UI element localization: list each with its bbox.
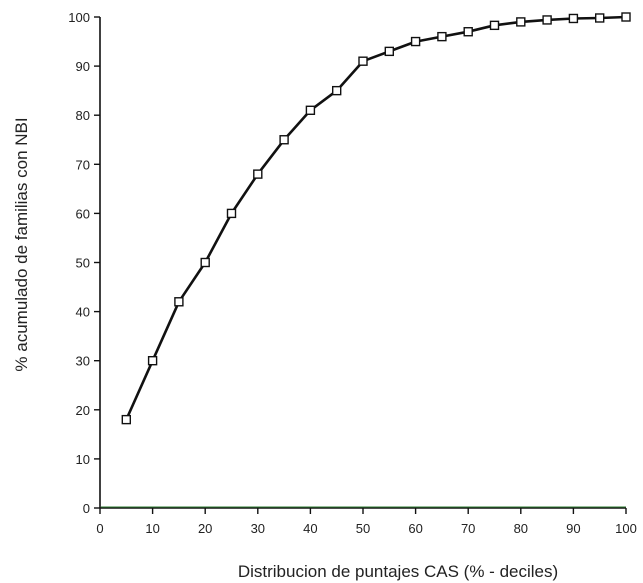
y-tick-label: 60: [76, 206, 90, 221]
data-point: [279, 135, 289, 145]
x-tick-label: 10: [145, 521, 159, 536]
data-point: [437, 31, 447, 42]
data-point: [305, 105, 316, 115]
data-point: [489, 20, 500, 31]
x-tick-label: 20: [198, 521, 212, 536]
y-tick-label: 30: [76, 354, 90, 369]
x-tick-label: 80: [514, 521, 528, 536]
x-tick-label: 100: [615, 521, 637, 536]
data-point: [332, 85, 342, 96]
data-point: [253, 169, 263, 179]
data-point: [621, 12, 631, 22]
x-axis-ticks: 0 10 20 30 40 50 60 70 80 90 100: [96, 508, 637, 536]
y-tick-label: 10: [76, 452, 90, 467]
x-tick-label: 0: [96, 521, 103, 536]
data-point: [121, 414, 132, 425]
x-tick-label: 40: [303, 521, 317, 536]
data-point: [174, 297, 184, 307]
series-line: [125, 15, 627, 421]
data-markers: [121, 12, 631, 425]
data-point: [200, 257, 210, 268]
y-tick-label: 80: [76, 108, 90, 123]
data-point: [226, 208, 237, 219]
data-point: [384, 46, 394, 57]
y-axis-ticks: 0 10 20 30 40 50 60 70 80 90 100: [68, 10, 100, 516]
y-tick-label: 40: [76, 305, 90, 320]
y-tick-label: 50: [76, 256, 90, 271]
y-tick-label: 20: [76, 403, 90, 418]
x-tick-label: 60: [408, 521, 422, 536]
data-point: [542, 15, 552, 25]
data-point: [147, 356, 158, 366]
data-point: [463, 27, 473, 37]
y-tick-label: 100: [68, 10, 90, 25]
y-tick-label: 0: [83, 501, 90, 516]
x-axis-title: Distribucion de puntajes CAS (% - decile…: [238, 562, 558, 581]
y-tick-label: 70: [76, 157, 90, 172]
x-tick-label: 30: [251, 521, 265, 536]
y-axis-title: % acumulado de familias con NBI: [12, 117, 31, 371]
data-point: [568, 13, 579, 24]
x-tick-label: 50: [356, 521, 370, 536]
x-tick-label: 90: [566, 521, 580, 536]
data-point: [358, 56, 368, 66]
data-point: [516, 17, 526, 27]
data-point: [595, 13, 605, 23]
data-point: [410, 36, 421, 47]
y-tick-label: 90: [76, 59, 90, 74]
x-tick-label: 70: [461, 521, 475, 536]
